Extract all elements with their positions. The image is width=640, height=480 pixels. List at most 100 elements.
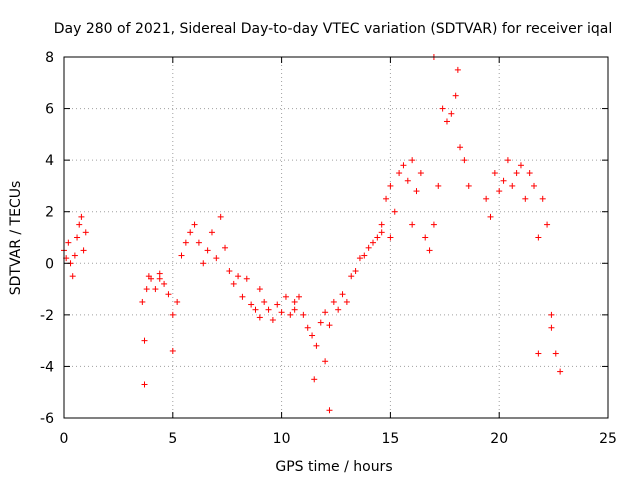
data-point [544,221,551,228]
data-point [78,213,85,220]
data-point [191,221,198,228]
data-point [387,182,394,189]
data-point [369,239,376,246]
data-point [291,306,298,313]
data-point [404,177,411,184]
data-point [296,293,303,300]
data-point [552,350,559,357]
data-point [156,275,163,282]
data-point [304,324,311,331]
x-tick-label: 5 [168,431,177,447]
x-tick-label: 15 [381,431,399,447]
data-point [235,273,242,280]
data-point [204,247,211,254]
data-point [335,306,342,313]
y-tick-label: -4 [40,359,54,375]
y-tick-label: -6 [40,411,54,427]
data-point [439,105,446,112]
data-point [348,273,355,280]
data-point [417,170,424,177]
data-point [222,244,229,251]
data-point [82,229,89,236]
data-point [343,298,350,305]
data-point [200,260,207,267]
data-point [69,273,76,280]
data-point [522,195,529,202]
data-point [169,311,176,318]
data-point [391,208,398,215]
data-point [226,268,233,275]
data-point [526,170,533,177]
data-point [256,286,263,293]
data-point [156,270,163,277]
data-point [539,195,546,202]
data-point [396,170,403,177]
data-point [152,286,159,293]
data-point [174,298,181,305]
data-point [378,221,385,228]
y-tick-label: 4 [45,153,54,169]
data-point [365,244,372,251]
x-tick-label: 20 [490,431,508,447]
data-point [287,311,294,318]
data-point [74,234,81,241]
chart-title: Day 280 of 2021, Sidereal Day-to-day VTE… [54,21,612,37]
data-point [548,324,555,331]
data-point [535,234,542,241]
x-axis-label: GPS time / hours [275,459,392,475]
data-point [356,255,363,262]
data-point [143,286,150,293]
data-point [378,229,385,236]
data-point [465,182,472,189]
y-axis-label: SDTVAR / TECUs [8,181,24,296]
data-point [426,247,433,254]
x-tick-label: 10 [273,431,291,447]
data-point [374,234,381,241]
data-point [187,229,194,236]
data-point [413,188,420,195]
data-point [509,182,516,189]
data-point [383,195,390,202]
data-point [300,311,307,318]
data-point [457,144,464,151]
data-point [141,381,148,388]
data-point [274,301,281,308]
data-point [531,182,538,189]
data-point [76,221,83,228]
y-tick-label: 8 [45,50,54,66]
data-point [500,177,507,184]
data-point [282,293,289,300]
data-point [261,298,268,305]
y-tick-label: 0 [45,256,54,272]
data-point [71,252,78,259]
data-point [491,170,498,177]
data-point [322,358,329,365]
grid-lines [64,57,608,418]
x-tick-label: 25 [599,431,617,447]
data-point [535,350,542,357]
data-point [496,188,503,195]
data-point [409,157,416,164]
data-point [139,298,146,305]
data-point [311,376,318,383]
data-point [148,275,155,282]
plot-frame [63,56,609,419]
y-tick-label: -2 [40,308,54,324]
data-point [80,247,87,254]
data-point [339,291,346,298]
data-point [309,332,316,339]
data-point [454,66,461,73]
data-point [213,255,220,262]
data-point [387,234,394,241]
data-point [513,170,520,177]
data-point [230,280,237,287]
data-point [317,319,324,326]
data-point [169,347,176,354]
data-point [452,92,459,99]
data-point [252,306,259,313]
data-point [65,239,72,246]
data-point [269,317,276,324]
data-point [330,298,337,305]
x-tick-label: 0 [60,431,69,447]
